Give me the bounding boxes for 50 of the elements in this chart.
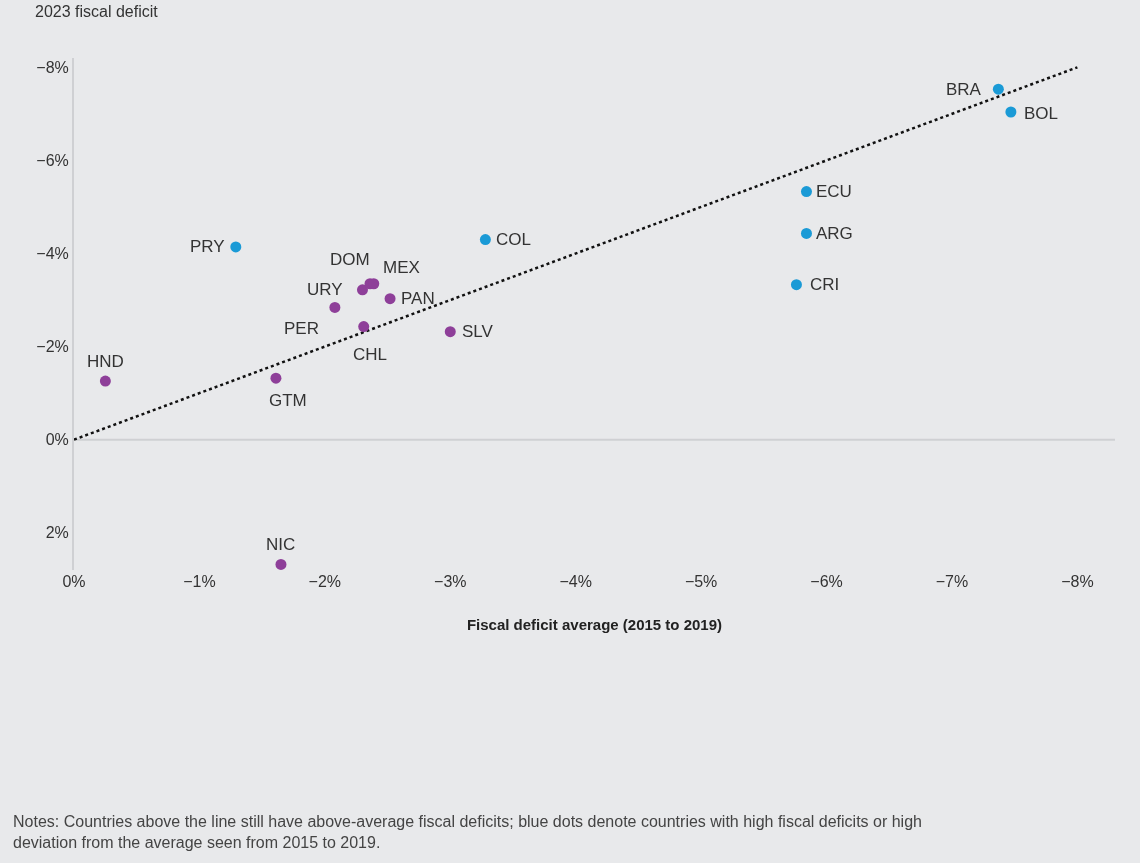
y-tick-label: −4% [36,245,69,263]
x-tick-label: −4% [559,573,592,590]
point [99,375,111,387]
annotation: MEX [383,258,420,277]
y-tick-label: 2% [45,524,69,542]
annotation: SLV [462,322,494,341]
x-tick-label: −1% [183,573,216,590]
y-tick-label: −6% [36,152,69,169]
annotation: CRI [810,275,840,294]
annotation: ECU [816,182,852,201]
point [444,326,456,338]
x-tick-label: −5% [684,573,718,590]
x-tick-label: −3% [434,573,467,590]
annotation: BRA [946,80,982,99]
point [790,279,802,291]
x-tick-label: 0% [62,573,86,590]
y-axis-title: 2023 fiscal deficit [35,3,159,20]
point [270,372,282,384]
annotation: BOL [1024,104,1059,123]
y-tick-label: −2% [36,338,69,356]
annotation: DOM [330,250,370,269]
annotation: COL [496,230,531,249]
point [479,234,491,246]
point [230,241,242,253]
point [384,293,396,305]
annotation: URY [307,280,343,299]
point [1005,106,1017,118]
point [275,558,287,570]
y-tick-label: −8% [36,58,69,76]
point [356,284,368,296]
x-tick-label: −8% [1061,573,1094,590]
point [800,227,812,239]
y-tick-label: 0% [45,431,69,449]
annotation: ARG [816,224,853,243]
point [992,83,1004,95]
annotation: NIC [266,535,296,554]
annotation: GTM [269,391,307,410]
point [329,301,341,313]
annotation: CHL [353,345,388,364]
text: Notes: Countries above the line still have above-average fiscal deficits; blue dots denote countries with high fiscal deficits or high deviation from the average seen from 2015 to 2019. [13,813,922,851]
x-tick-label: −2% [308,573,342,590]
point [800,186,812,198]
annotation: PER [284,319,319,338]
annotation: PRY [190,237,225,256]
x-tick-label: −6% [810,573,843,590]
annotation: PAN [401,289,435,308]
x-axis-title: Fiscal deficit average (2015 to 2019) [466,616,723,633]
annotation: HND [87,352,124,371]
x-tick-label: −7% [935,573,969,590]
point [358,321,370,333]
